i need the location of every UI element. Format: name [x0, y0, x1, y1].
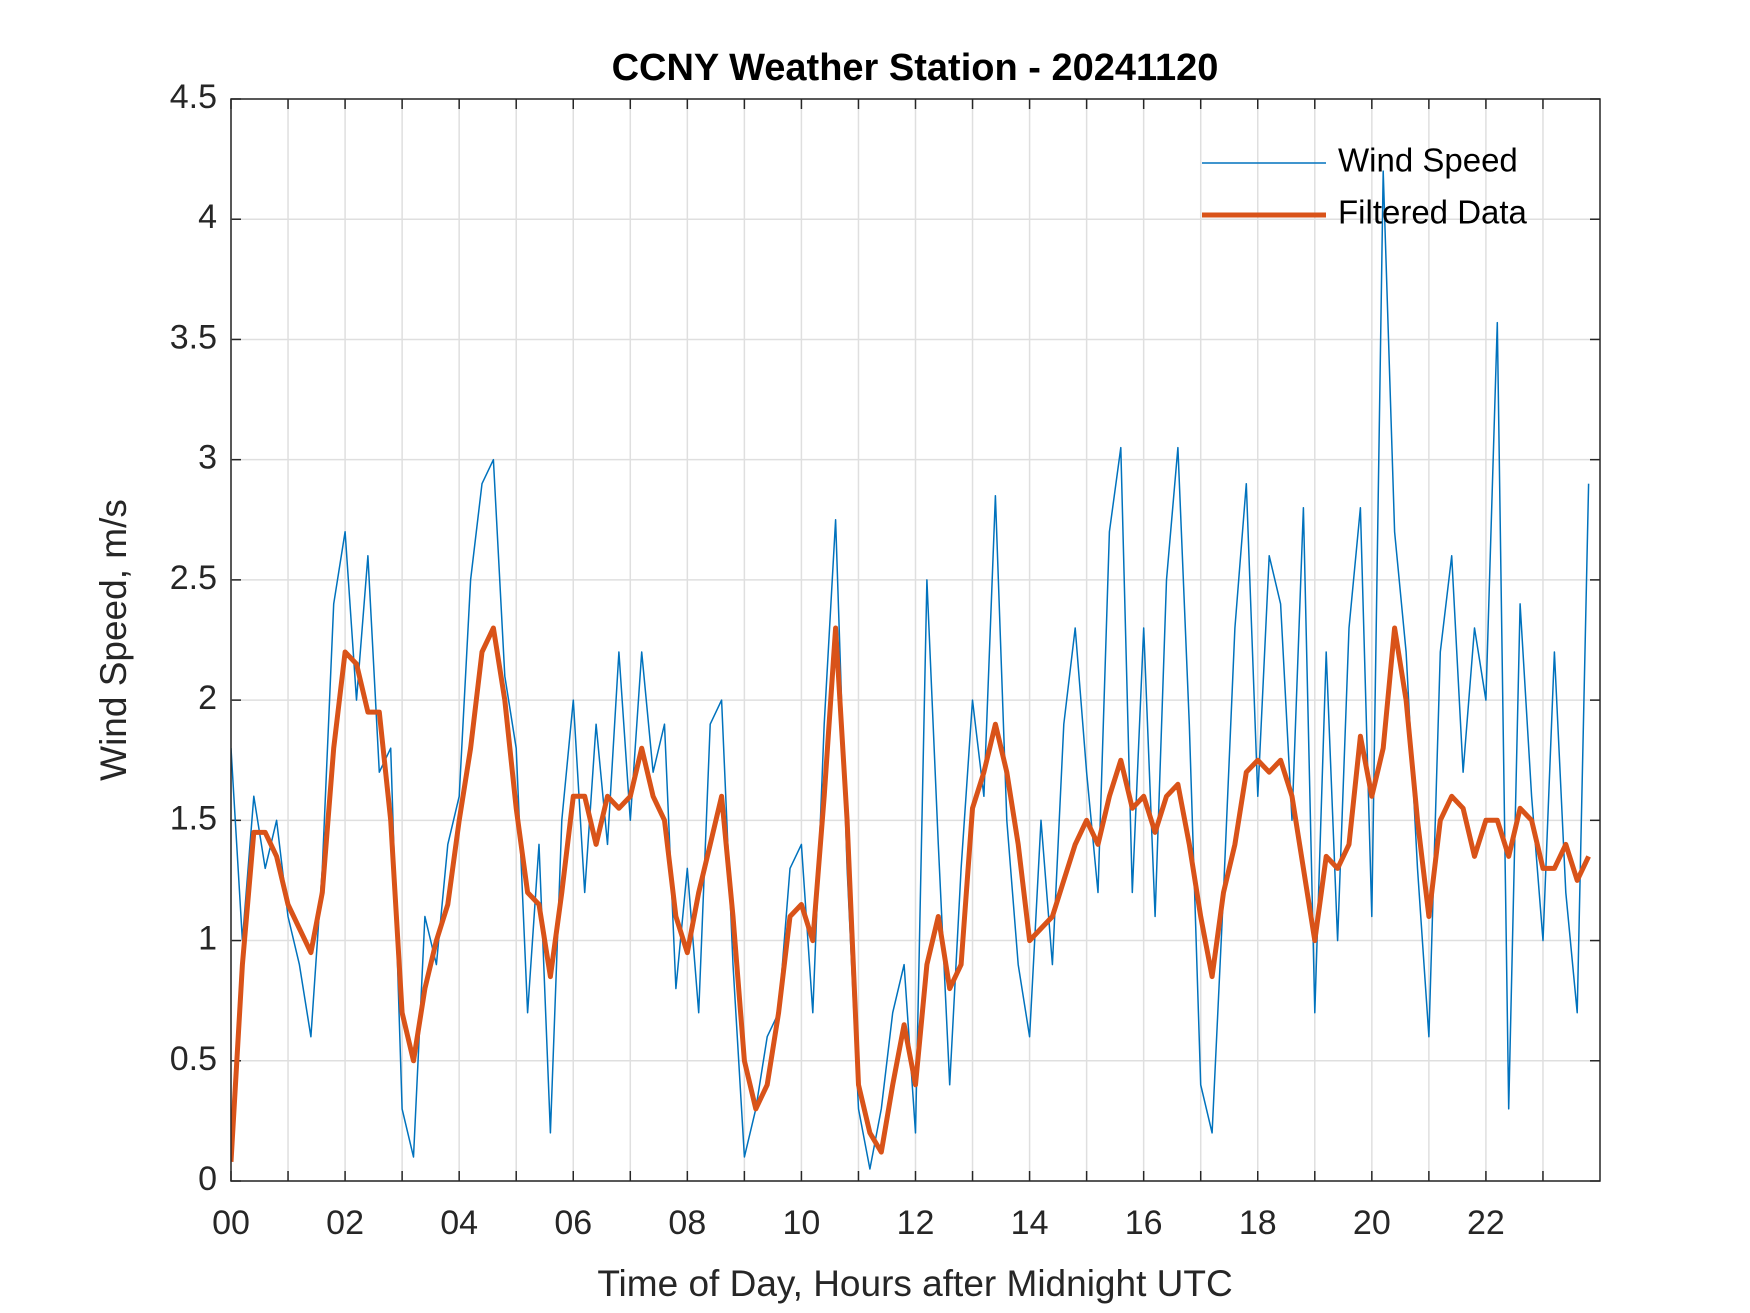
- x-tick-label: 14: [1011, 1204, 1049, 1242]
- x-tick-label: 02: [326, 1204, 364, 1242]
- x-tick-label: 22: [1467, 1204, 1505, 1242]
- legend-label: Wind Speed: [1338, 142, 1518, 179]
- x-tick-label: 12: [897, 1204, 935, 1242]
- x-tick-label: 04: [440, 1204, 478, 1242]
- y-tick-label: 4: [198, 198, 217, 236]
- y-tick-label: 1.5: [170, 799, 217, 837]
- y-tick-label: 0.5: [170, 1040, 217, 1078]
- y-tick-label: 2: [198, 679, 217, 717]
- y-tick-label: 0: [198, 1160, 217, 1198]
- x-tick-label: 08: [668, 1204, 706, 1242]
- y-axis-label: Wind Speed, m/s: [93, 499, 134, 781]
- x-tick-label: 00: [212, 1204, 250, 1242]
- x-tick-label: 18: [1239, 1204, 1277, 1242]
- y-tick-label: 4.5: [170, 78, 217, 116]
- x-tick-label: 06: [554, 1204, 592, 1242]
- x-tick-label: 16: [1125, 1204, 1163, 1242]
- x-tick-label: 20: [1353, 1204, 1391, 1242]
- y-tick-label: 1: [198, 920, 217, 958]
- x-tick-label: 10: [783, 1204, 821, 1242]
- y-tick-label: 3.5: [170, 318, 217, 356]
- chart-title: CCNY Weather Station - 20241120: [612, 47, 1219, 89]
- axes-box: [230, 98, 1601, 1182]
- x-axis-label: Time of Day, Hours after Midnight UTC: [597, 1263, 1232, 1304]
- y-tick-label: 3: [198, 439, 217, 477]
- legend-label: Filtered Data: [1338, 194, 1528, 231]
- y-tick-label: 2.5: [170, 559, 217, 597]
- data-line: [231, 625, 1591, 1162]
